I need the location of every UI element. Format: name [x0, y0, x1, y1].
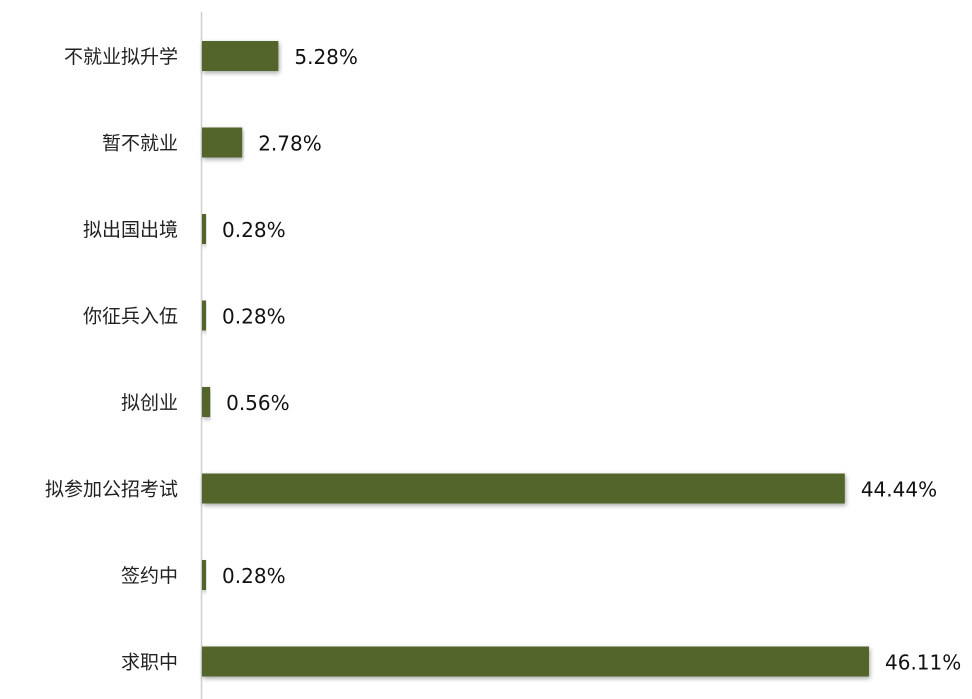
bar	[202, 214, 207, 244]
bar	[202, 127, 243, 158]
data-label: 44.44%	[861, 478, 937, 502]
bar	[202, 473, 845, 504]
data-label: 2.78%	[258, 132, 322, 156]
data-label: 0.28%	[222, 564, 286, 588]
category-label: 拟创业	[121, 392, 178, 414]
data-label: 5.28%	[294, 45, 358, 69]
category-label: 不就业拟升学	[64, 46, 178, 68]
bar	[202, 560, 207, 590]
category-label: 暂不就业	[102, 133, 178, 155]
category-label: 签约中	[121, 565, 178, 587]
category-label: 求职中	[121, 652, 178, 674]
category-label: 拟出国出境	[83, 219, 178, 241]
bar	[202, 387, 211, 417]
bar	[202, 41, 279, 71]
data-label: 0.56%	[226, 391, 290, 415]
bar	[202, 646, 869, 677]
data-label: 0.28%	[222, 305, 286, 329]
category-label: 你征兵入伍	[83, 306, 178, 328]
bar	[202, 300, 207, 331]
data-label: 0.28%	[222, 218, 286, 242]
category-label: 拟参加公招考试	[45, 479, 178, 501]
data-label: 46.11%	[885, 651, 961, 675]
